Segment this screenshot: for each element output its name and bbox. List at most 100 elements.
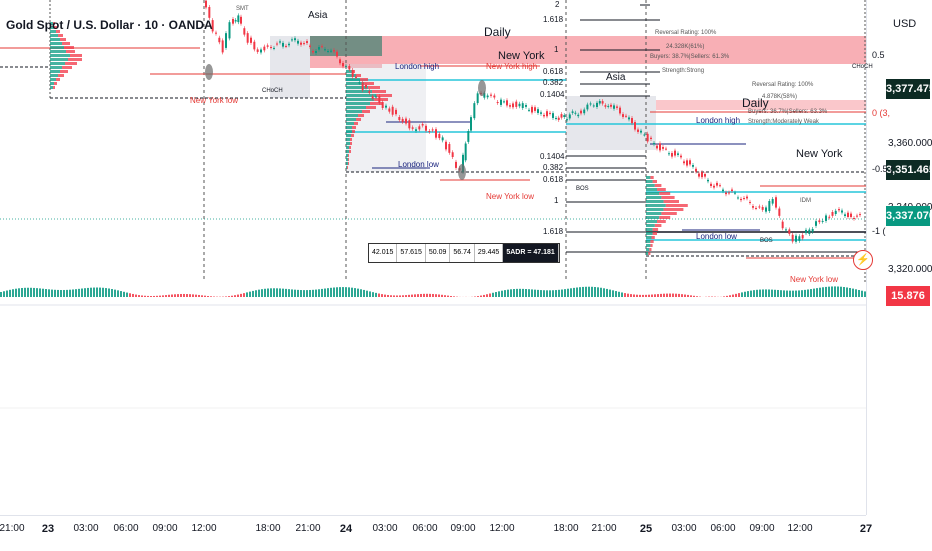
candle-body [247,33,249,43]
reversal-strength-label: Strength:Strong [662,68,704,74]
oscillator-bar [402,295,404,297]
candle-body [418,126,420,129]
candle-body [282,43,284,47]
oscillator-bar [777,290,779,297]
volume-profile-bar [655,224,662,227]
volume-profile-bar [657,220,666,223]
candle-body [637,130,639,132]
oscillator-bar [147,296,149,297]
adr-value: 50.09 [426,244,451,262]
time-tick: 21:00 [591,523,616,534]
oscillator-bar [528,289,530,297]
oscillator-bar [246,292,248,297]
oscillator-bar [489,294,491,297]
candle-body [237,15,239,22]
candle-body [294,38,296,40]
session-label-asia: Asia [308,10,327,21]
oscillator-bar [123,292,125,297]
oscillator-bar [189,294,191,297]
oscillator-bar [150,296,152,297]
oscillator-bar [540,290,542,297]
oscillator-bar [348,287,350,297]
oscillator-bar [498,291,500,297]
candle-body [540,112,542,113]
london-low-label: London low [696,232,737,241]
volume-profile-bar [352,130,355,133]
candle-body [385,106,387,108]
oscillator-bar [621,292,623,297]
oscillator-bar [807,289,809,297]
oscillator-bar [297,290,299,297]
oscillator-bar [723,296,725,297]
candle-body [755,208,757,209]
volume-profile-bar [653,228,659,231]
candle-body [850,214,852,217]
oscillator-bar [738,293,740,297]
candle-body [577,115,579,116]
candle-body [270,47,272,48]
adr-value: 56.74 [450,244,475,262]
candle-body [668,153,670,154]
oscillator-bar [231,296,233,297]
candle-body [315,51,317,53]
oscillator-bar [678,294,680,297]
time-tick: 12:00 [489,523,514,534]
swing-marker [205,64,213,80]
currency-button[interactable]: USD [893,18,916,30]
candle-body [792,235,794,242]
oscillator-bar [321,289,323,297]
candle-body [778,209,780,216]
oscillator-bar [600,288,602,297]
volume-profile-bar [646,224,655,227]
reversal-buy-sell-label: Buyers: 36.7%|Sellers: 63.3% [748,109,827,115]
candle-body [448,144,450,153]
candle-body [825,215,827,220]
price-tick: 3,320.000 [888,264,932,275]
reversal-volume-label: 4.878K(58%) [762,94,797,100]
candle-body [812,229,814,232]
volume-profile-bar [661,212,676,215]
volume-profile-bar [50,34,58,37]
oscillator-bar [822,287,824,297]
candle-body [362,82,364,90]
oscillator-bar [282,289,284,297]
oscillator-bar [429,294,431,297]
oscillator-bar [108,288,110,297]
volume-profile-bar [346,118,356,121]
adr-value: 29.445 [475,244,503,262]
candle-body [671,153,673,157]
oscillator-bar [405,295,407,297]
supply-zone [310,36,382,56]
alert-bolt-icon[interactable]: ⚡ [853,250,873,270]
volume-profile-bar [66,50,75,53]
oscillator-bar [159,296,161,297]
candle-body [583,110,585,114]
price-scale[interactable] [866,0,932,515]
oscillator-bar [162,295,164,297]
oscillator-bar [609,290,611,297]
oscillator-bar [237,295,239,297]
volume-profile-bar [62,42,70,45]
oscillator-bar [54,290,56,297]
candle-body [677,153,679,155]
oscillator-bar [234,295,236,297]
oscillator-bar [435,294,437,297]
volume-profile-bar [50,74,58,77]
candle-body [844,214,846,216]
candle-body [746,197,748,199]
oscillator-bar [438,294,440,297]
oscillator-bar [48,289,50,297]
candle-body [342,63,344,66]
oscillator-bar [258,290,260,297]
oscillator-bar [183,294,185,297]
oscillator-bar [396,295,398,297]
candle-body [477,93,479,103]
oscillator-bar [174,294,176,297]
symbol-title[interactable]: Gold Spot / U.S. Dollar · 10 · OANDA [6,18,213,32]
candle-body [519,104,521,106]
adr-value: 57.615 [397,244,425,262]
right-level-label: 0 (3, [872,108,890,118]
oscillator-bar [732,295,734,297]
oscillator-bar [831,286,833,297]
oscillator-bar [318,289,320,297]
